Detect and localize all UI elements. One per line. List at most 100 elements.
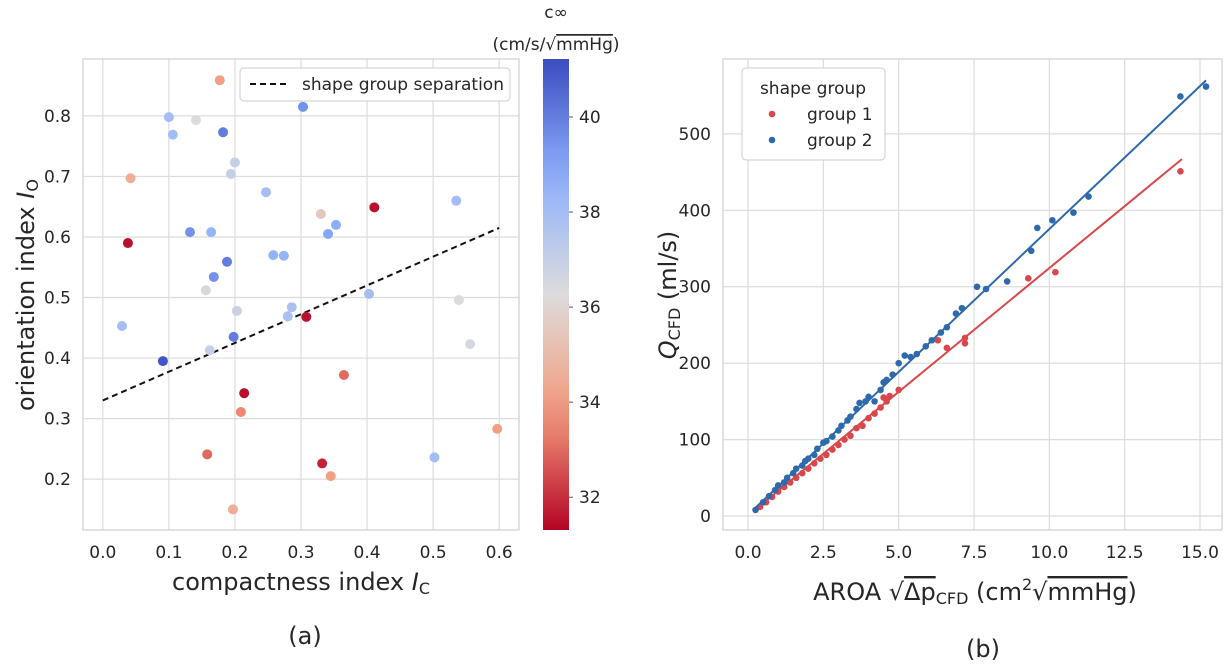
x-tick-label: 15.0 — [1181, 543, 1219, 563]
scatter-point — [1052, 268, 1059, 276]
legend-box — [239, 67, 511, 102]
scatter-point — [465, 339, 476, 350]
x-tick-label: 0.1 — [155, 543, 182, 563]
colorbar-tick-label: 36 — [579, 298, 601, 318]
plot-frame — [722, 58, 1223, 531]
scatter-point — [492, 423, 503, 434]
plot-frame — [82, 58, 520, 531]
fit-line — [753, 79, 1207, 510]
scatter-point — [759, 498, 767, 506]
scatter-point — [167, 129, 178, 140]
legend-box — [741, 67, 886, 161]
scatter-point — [856, 399, 863, 407]
scatter-point — [200, 285, 211, 296]
x-tick-label: 12.5 — [1106, 543, 1144, 563]
scatter-point — [286, 302, 297, 313]
scatter-point — [847, 432, 854, 440]
colorbar-tick-label: 40 — [579, 108, 601, 128]
scatter-point — [214, 75, 225, 86]
scatter-point — [317, 458, 328, 469]
scatter-point — [1202, 83, 1210, 90]
colorbar-unit: (cm/s/√mmHg) — [492, 35, 619, 55]
x-tick-label: 0.2 — [221, 543, 248, 563]
legend-marker — [768, 136, 776, 144]
scatter-point — [1003, 278, 1011, 285]
x-tick-label: 0.3 — [287, 543, 314, 563]
scatter-point — [125, 173, 136, 184]
y-tick-label: 400 — [679, 201, 711, 221]
scatter-point — [1033, 224, 1041, 232]
scatter-point — [331, 219, 342, 230]
scatter-point — [325, 471, 336, 482]
y-tick-label: 0.3 — [44, 410, 71, 430]
scatter-point — [973, 283, 981, 291]
scatter-point — [208, 271, 219, 282]
scatter-point — [204, 345, 215, 356]
y-tick-label: 0.6 — [44, 228, 71, 248]
scatter-point — [451, 195, 462, 206]
scatter-point — [315, 208, 326, 219]
colorbar-tick-label: 38 — [579, 203, 601, 223]
scatter-point — [1177, 168, 1184, 175]
legend-label: shape group separation — [302, 75, 504, 95]
scatter-point — [122, 238, 133, 249]
scatter-point — [231, 305, 242, 316]
scatter-point — [116, 320, 127, 331]
x-tick-label: 0.0 — [89, 543, 116, 563]
y-tick-label: 100 — [679, 431, 711, 451]
scatter-point — [1177, 93, 1184, 100]
scatter-point — [829, 433, 836, 440]
y-tick-label: 0.5 — [44, 289, 71, 309]
scatter-point — [229, 157, 240, 168]
scatter-point — [453, 294, 464, 305]
y-axis-label: QCFD (ml/s) — [654, 231, 684, 360]
scatter-point — [1070, 209, 1077, 216]
scatter-point — [278, 250, 289, 261]
scatter-point — [323, 228, 334, 239]
x-tick-label: 0.5 — [420, 543, 447, 563]
scatter-point — [865, 414, 872, 422]
scatter-point — [364, 288, 375, 299]
y-tick-label: 0.4 — [44, 349, 71, 369]
y-tick-label: 500 — [679, 125, 711, 145]
y-axis-label: orientation index IO — [12, 179, 42, 411]
scatter-point — [961, 339, 969, 347]
scatter-point — [429, 452, 440, 463]
fit-line — [753, 158, 1183, 512]
panel-caption: (a) — [288, 622, 321, 650]
x-axis-label: AROA √ΔpCFD (cm2√mmHg) — [813, 575, 1137, 608]
y-tick-label: 0.8 — [44, 107, 71, 127]
scatter-point — [163, 112, 174, 123]
scatter-point — [227, 504, 238, 515]
scatter-point — [190, 115, 201, 126]
legend-marker — [768, 110, 776, 118]
scatter-point — [1024, 275, 1032, 282]
scatter-point — [853, 424, 860, 432]
scatter-point — [934, 336, 942, 344]
scatter-point — [157, 356, 168, 367]
scatter-point — [282, 311, 293, 322]
legend-label: group 2 — [807, 131, 873, 151]
scatter-point — [1027, 247, 1035, 255]
scatter-point — [218, 127, 229, 138]
colorbar — [543, 59, 569, 530]
x-tick-label: 0.4 — [354, 543, 381, 563]
colorbar-label: c∞ — [544, 3, 568, 23]
y-tick-label: 200 — [679, 354, 711, 374]
scatter-point — [1085, 193, 1092, 200]
x-tick-label: 7.5 — [960, 543, 987, 563]
scatter-point — [297, 101, 308, 112]
scatter-point — [202, 449, 213, 460]
scatter-point — [185, 227, 196, 238]
y-tick-label: 300 — [679, 278, 711, 298]
x-tick-label: 0.0 — [734, 543, 761, 563]
scatter-point — [301, 311, 312, 322]
y-tick-label: 0.2 — [44, 470, 71, 490]
y-tick-label: 0 — [700, 507, 711, 527]
scatter-point — [206, 227, 217, 238]
scatter-point — [943, 344, 951, 352]
scatter-point — [235, 406, 246, 417]
legend-title: shape group — [760, 79, 866, 99]
scatter-point — [369, 202, 380, 213]
